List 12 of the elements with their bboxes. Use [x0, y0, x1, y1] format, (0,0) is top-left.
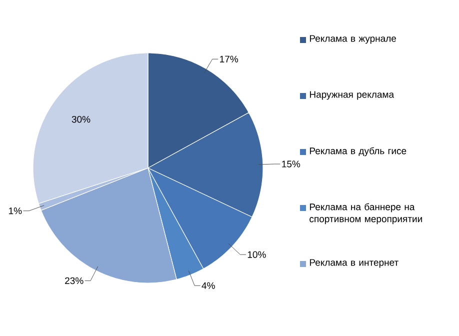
data-label: 10% — [248, 251, 266, 258]
data-label: 4% — [202, 282, 215, 289]
data-label: 1% — [9, 208, 22, 214]
data-label: 17% — [220, 56, 238, 62]
legend-label: Наружная реклама — [310, 91, 394, 100]
data-label: 15% — [282, 160, 300, 168]
data-label: 23% — [65, 277, 84, 284]
legend-label: Реклама на баннере на спортивном мероприятии — [310, 203, 422, 224]
legend-label: Реклама в интернет — [310, 259, 398, 268]
data-label: 30% — [72, 116, 90, 123]
legend-label: Реклама в дубль гисе — [310, 147, 406, 156]
legend-label: Реклама в журнале — [310, 35, 396, 44]
